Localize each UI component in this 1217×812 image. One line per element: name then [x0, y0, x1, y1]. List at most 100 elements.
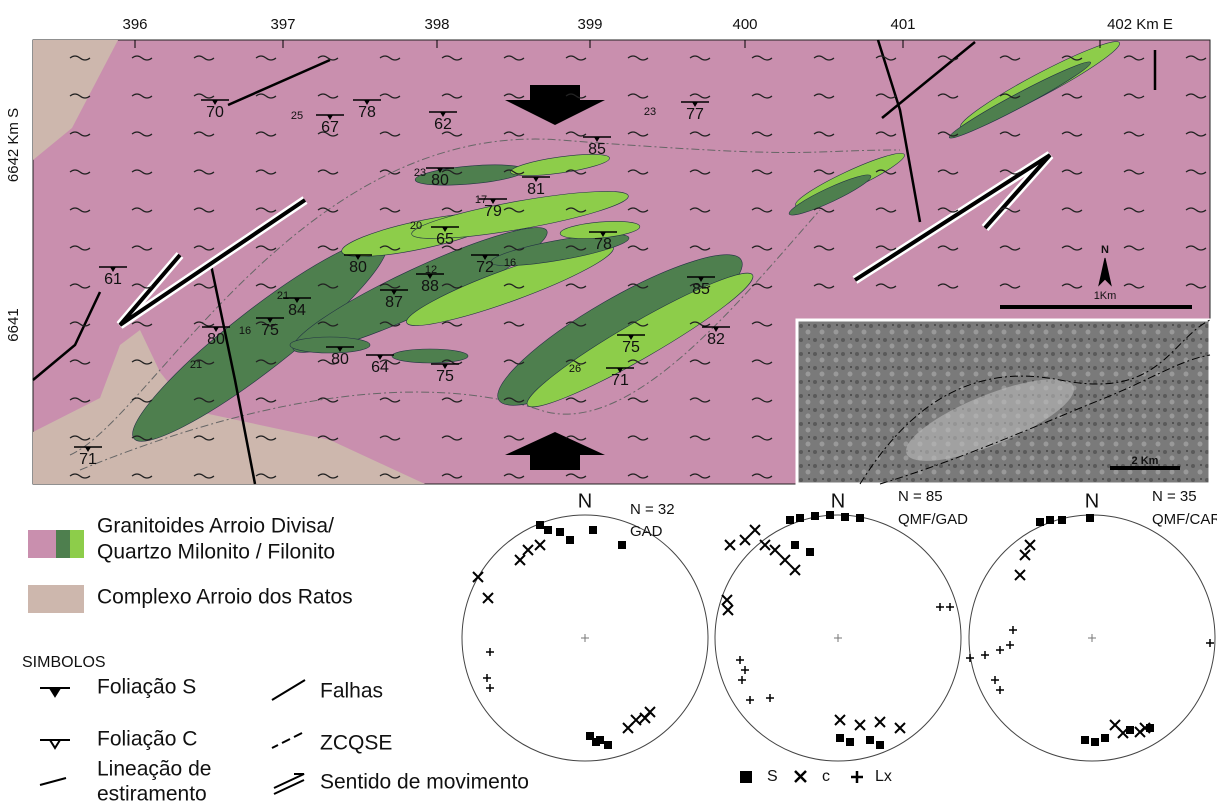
grid-label-x: 402 Km E — [1107, 16, 1173, 33]
pole-s — [589, 526, 597, 534]
pole-s — [796, 514, 804, 522]
pole-s — [806, 548, 814, 556]
structure-label: 20 — [410, 220, 422, 232]
pole-s — [618, 541, 626, 549]
legend-lx — [851, 771, 863, 783]
structure-label: 78 — [358, 104, 376, 121]
structure-label: 64 — [371, 359, 389, 376]
legend-label: Foliação C — [97, 728, 197, 751]
pole-c — [535, 540, 545, 550]
structure-label: 70 — [206, 104, 224, 121]
lineation — [746, 696, 754, 704]
grid-label-x: 400 — [732, 16, 757, 33]
pole-c — [895, 723, 905, 733]
legend-s — [740, 771, 752, 783]
structure-label: 65 — [436, 231, 454, 248]
pole-s — [856, 514, 864, 522]
structure-label: 21 — [277, 290, 289, 302]
pole-c — [835, 715, 845, 725]
structure-label: 80 — [349, 259, 367, 276]
legend-label: Granitoides Arroio Divisa/ — [97, 515, 334, 538]
pole-c — [723, 605, 733, 615]
legend-c — [795, 771, 806, 782]
lineation — [741, 666, 749, 674]
pole-s — [1046, 516, 1054, 524]
legend-label: Complexo Arroio dos Ratos — [97, 586, 353, 609]
grid-label-x: 397 — [270, 16, 295, 33]
structure-label: 62 — [434, 116, 452, 133]
pole-c — [631, 715, 641, 725]
pole-s — [786, 516, 794, 524]
structure-label: 75 — [261, 322, 279, 339]
pole-c — [875, 717, 885, 727]
pole-c — [740, 535, 750, 545]
legend-label: Lx — [875, 768, 892, 785]
pole-s — [866, 736, 874, 744]
structure-label: 80 — [431, 172, 449, 189]
structure-label: 23 — [414, 167, 426, 179]
pole-c — [1020, 550, 1030, 560]
pole-c — [515, 555, 525, 565]
lineation — [966, 654, 974, 662]
pole-s — [1091, 738, 1099, 746]
legend-label: c — [822, 768, 830, 785]
pole-s — [536, 521, 544, 529]
structure-label: 82 — [707, 331, 725, 348]
lens — [392, 349, 468, 363]
structure-label: 71 — [79, 451, 97, 468]
structure-label: 72 — [476, 259, 494, 276]
pole-c — [722, 595, 732, 605]
pole-c — [790, 565, 800, 575]
pole-c — [780, 555, 790, 565]
pole-s — [1081, 736, 1089, 744]
pole-s — [1058, 516, 1066, 524]
legend-title: SIMBOLOS — [22, 654, 106, 671]
pole-s — [604, 741, 612, 749]
lineation — [946, 603, 954, 611]
pole-s — [1086, 514, 1094, 522]
stereonet-north: N — [831, 490, 845, 512]
pole-s — [1101, 734, 1109, 742]
structure-label: 23 — [644, 106, 656, 118]
pole-s — [846, 738, 854, 746]
lens — [290, 337, 370, 353]
structure-label: 67 — [321, 119, 339, 136]
inset-photo: 2 Km — [797, 320, 1210, 484]
lineation — [1006, 641, 1014, 649]
lineation — [1206, 639, 1214, 647]
legend-label: Foliação S — [97, 676, 196, 699]
structure-label: 79 — [484, 203, 502, 220]
north-label: N — [1101, 244, 1109, 256]
grid-label-y: 6641 — [5, 308, 22, 341]
lineation — [996, 686, 1004, 694]
legend-label: estiramento — [97, 783, 207, 806]
structure-label: 26 — [569, 363, 581, 375]
pole-c — [473, 572, 483, 582]
lineation — [996, 646, 1004, 654]
pole-s — [811, 512, 819, 520]
structure-label: 71 — [611, 372, 629, 389]
stereonet-center — [581, 634, 589, 642]
pole-c — [1025, 540, 1035, 550]
figure: N 1Km 2 Km 396397398399400401402 Km E664… — [0, 0, 1217, 812]
lineation — [1009, 626, 1017, 634]
grid-label-x: 398 — [424, 16, 449, 33]
pole-c — [645, 707, 655, 717]
structure-label: 87 — [385, 294, 403, 311]
pole-s — [566, 536, 574, 544]
grid-label-x: 396 — [122, 16, 147, 33]
stereonet-north: N — [578, 490, 592, 512]
structure-label: 75 — [436, 368, 454, 385]
pole-c — [1015, 570, 1025, 580]
grid-label-y: 6642 Km S — [5, 108, 22, 182]
pole-s — [841, 513, 849, 521]
legend-label: Sentido de movimento — [320, 771, 529, 794]
grid-label-x: 401 — [890, 16, 915, 33]
structure-label: 75 — [622, 339, 640, 356]
pole-s — [544, 526, 552, 534]
lineation — [936, 603, 944, 611]
lineation — [766, 694, 774, 702]
stereonet-group: QMF/GAD — [898, 511, 968, 528]
lineation — [486, 684, 494, 692]
pole-c — [483, 593, 493, 603]
